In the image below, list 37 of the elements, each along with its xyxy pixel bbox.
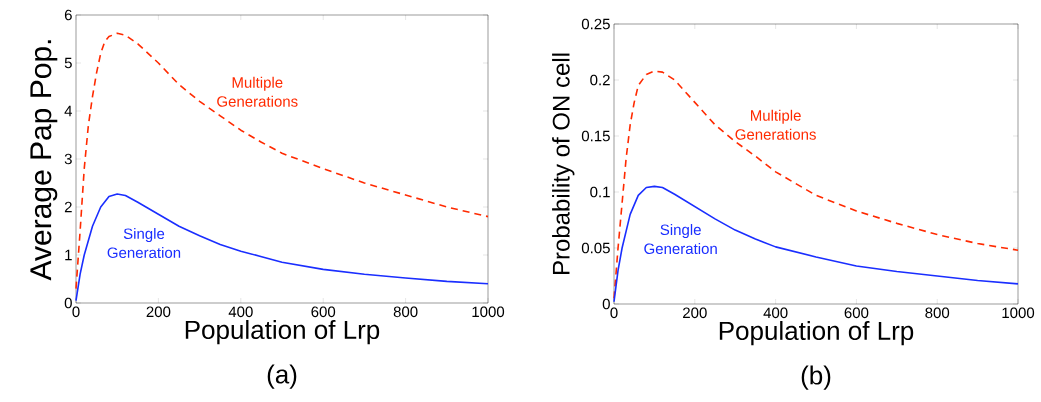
x-tick-label: 1000 (472, 306, 505, 318)
x-tick-label: 400 (763, 307, 788, 319)
series-label: Single Generation (644, 224, 717, 255)
y-tick-label: 4 (64, 105, 73, 117)
series-label: Single Generation (107, 227, 181, 258)
y-tick-label: 0 (602, 298, 610, 310)
x-tick-label: 0 (610, 307, 618, 319)
series-label: Multiple Generations (735, 109, 816, 140)
y-tick-label: 0.1 (590, 186, 610, 198)
x-tick-label: 400 (228, 306, 253, 318)
y-axis-title: Probability of ON cell (552, 53, 575, 275)
y-axis-title: Average Pap Pop. (30, 40, 58, 281)
x-tick-label: 600 (311, 306, 336, 318)
x-tick-label: 200 (683, 307, 707, 319)
series-label: Multiple Generations (217, 76, 298, 107)
x-axis-title: Population of Lrp (185, 319, 380, 345)
y-tick-label: 5 (64, 57, 72, 69)
y-tick-label: 0.05 (581, 242, 610, 254)
line-series (75, 32, 489, 290)
y-tick-label: 0 (64, 297, 72, 309)
x-tick-label: 800 (925, 307, 950, 319)
text: (a) (267, 364, 297, 389)
y-tick-label: 0.25 (581, 18, 610, 30)
y-tick-label: 2 (64, 201, 72, 213)
line-series (75, 193, 489, 302)
x-tick-label: 1000 (1002, 307, 1035, 319)
x-tick-label: 800 (393, 306, 418, 318)
y-tick-label: 1 (65, 249, 72, 261)
text: (b) (801, 365, 831, 390)
x-tick-label: 200 (146, 306, 171, 318)
y-tick-label: 0.15 (581, 130, 610, 142)
y-tick-label: 6 (64, 9, 72, 21)
x-tick-label: 600 (844, 307, 869, 319)
line-series (613, 70, 1019, 300)
x-axis-title: Population of Lrp (719, 320, 914, 346)
y-tick-label: 3 (64, 153, 72, 165)
y-tick-label: 0.2 (590, 74, 610, 86)
